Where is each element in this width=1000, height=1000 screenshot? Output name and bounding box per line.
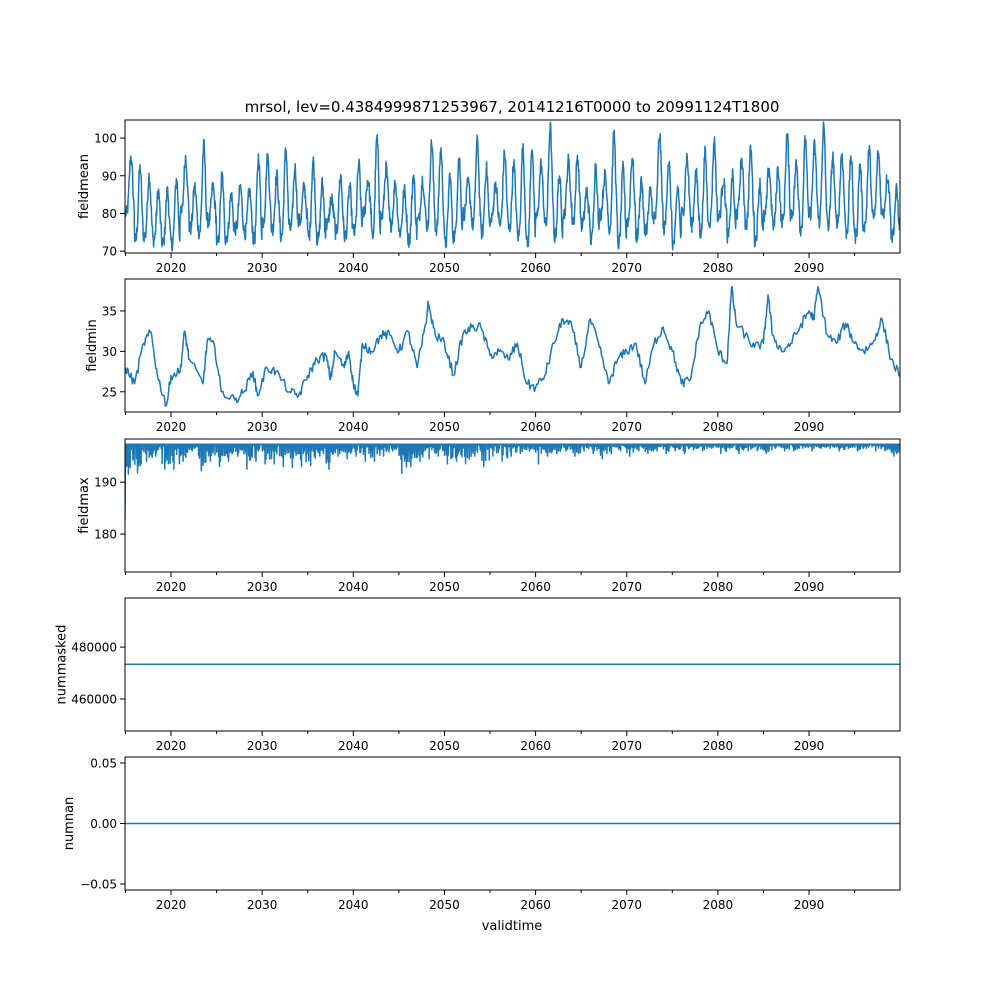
x-tick-label: 2070 [611,739,642,753]
series-fieldmax [125,443,900,521]
axes-frame [124,438,901,573]
x-axis-label: validtime [482,919,543,934]
chart-title: mrsol, lev=0.4384999871253967, 20141216T… [245,98,780,116]
x-tick-label: 2040 [338,580,369,594]
subplot-fieldmax: 2020 2030 2040 2050 2060 2070 2080 2090 180 190fi… [77,438,901,594]
y-tick-label: 190 [94,476,117,490]
x-tick-label: 2040 [338,898,369,912]
x-tick-label: 2090 [794,580,825,594]
data-line [125,121,900,252]
x-tick-label: 2050 [429,898,460,912]
x-tick-label: 2080 [703,739,734,753]
y-axis-label: fieldmean [77,154,92,219]
y-tick-label: 180 [94,528,117,542]
x-tick-label: 2020 [156,898,187,912]
subplot-numnan: 2020 2030 2040 2050 2060 2070 2080 2090 −0.05 0.0… [62,756,901,912]
x-tick-label: 2080 [703,580,734,594]
x-tick-label: 2070 [611,261,642,275]
x-tick-label: 2060 [520,580,551,594]
y-tick-label: 70 [102,245,117,259]
x-tick-label: 2020 [156,420,187,434]
subplot-nummasked: 2020 2030 2040 2050 2060 2070 2080 2090 460000 48… [54,597,901,753]
y-tick-label: 0.05 [90,757,117,771]
x-tick-label: 2020 [156,580,187,594]
axes-frame [124,119,901,254]
x-tick-label: 2030 [247,420,278,434]
x-tick-label: 2040 [338,739,369,753]
x-tick-label: 2040 [338,420,369,434]
y-tick-label: 90 [102,169,117,183]
x-tick-label: 2050 [429,580,460,594]
axes-frame [124,278,901,413]
x-tick-label: 2080 [703,898,734,912]
x-tick-label: 2070 [611,420,642,434]
x-tick-label: 2090 [794,898,825,912]
series-fieldmean [125,121,900,252]
y-tick-label: 480000 [71,641,117,655]
x-tick-label: 2030 [247,261,278,275]
x-tick-label: 2050 [429,420,460,434]
x-tick-label: 2090 [794,261,825,275]
x-tick-label: 2070 [611,898,642,912]
x-tick-label: 2030 [247,580,278,594]
x-tick-label: 2070 [611,580,642,594]
x-tick-label: 2020 [156,261,187,275]
subplot-fieldmean: 2020 2030 2040 2050 2060 2070 2080 2090 70 80 90 10… [77,119,901,275]
x-tick-label: 2080 [703,261,734,275]
y-tick-label: 35 [102,304,117,318]
y-tick-label: 25 [102,385,117,399]
x-tick-label: 2060 [520,739,551,753]
x-tick-label: 2020 [156,739,187,753]
x-tick-label: 2060 [520,420,551,434]
x-tick-label: 2080 [703,420,734,434]
subplot-fieldmin: 2020 2030 2040 2050 2060 2070 2080 2090 25 30 35fi… [85,278,901,434]
x-tick-label: 2040 [338,261,369,275]
y-axis-label: fieldmax [77,477,92,534]
y-axis-label: numnan [62,797,77,851]
data-line [125,285,900,407]
y-tick-label: −0.05 [80,877,117,891]
y-tick-label: 0.00 [90,817,117,831]
y-tick-label: 100 [94,132,117,146]
series-fieldmin [125,285,900,407]
y-axis-label: fieldmin [85,319,100,372]
y-tick-label: 460000 [71,693,117,707]
x-tick-label: 2090 [794,420,825,434]
x-tick-label: 2060 [520,261,551,275]
y-tick-label: 30 [102,345,117,359]
x-tick-label: 2030 [247,739,278,753]
x-tick-label: 2030 [247,898,278,912]
y-axis-label: nummasked [54,625,69,705]
x-tick-label: 2090 [794,739,825,753]
x-tick-label: 2050 [429,739,460,753]
x-tick-label: 2050 [429,261,460,275]
y-tick-label: 80 [102,207,117,221]
axes-frame [124,597,901,732]
x-tick-label: 2060 [520,898,551,912]
data-line [125,443,900,521]
